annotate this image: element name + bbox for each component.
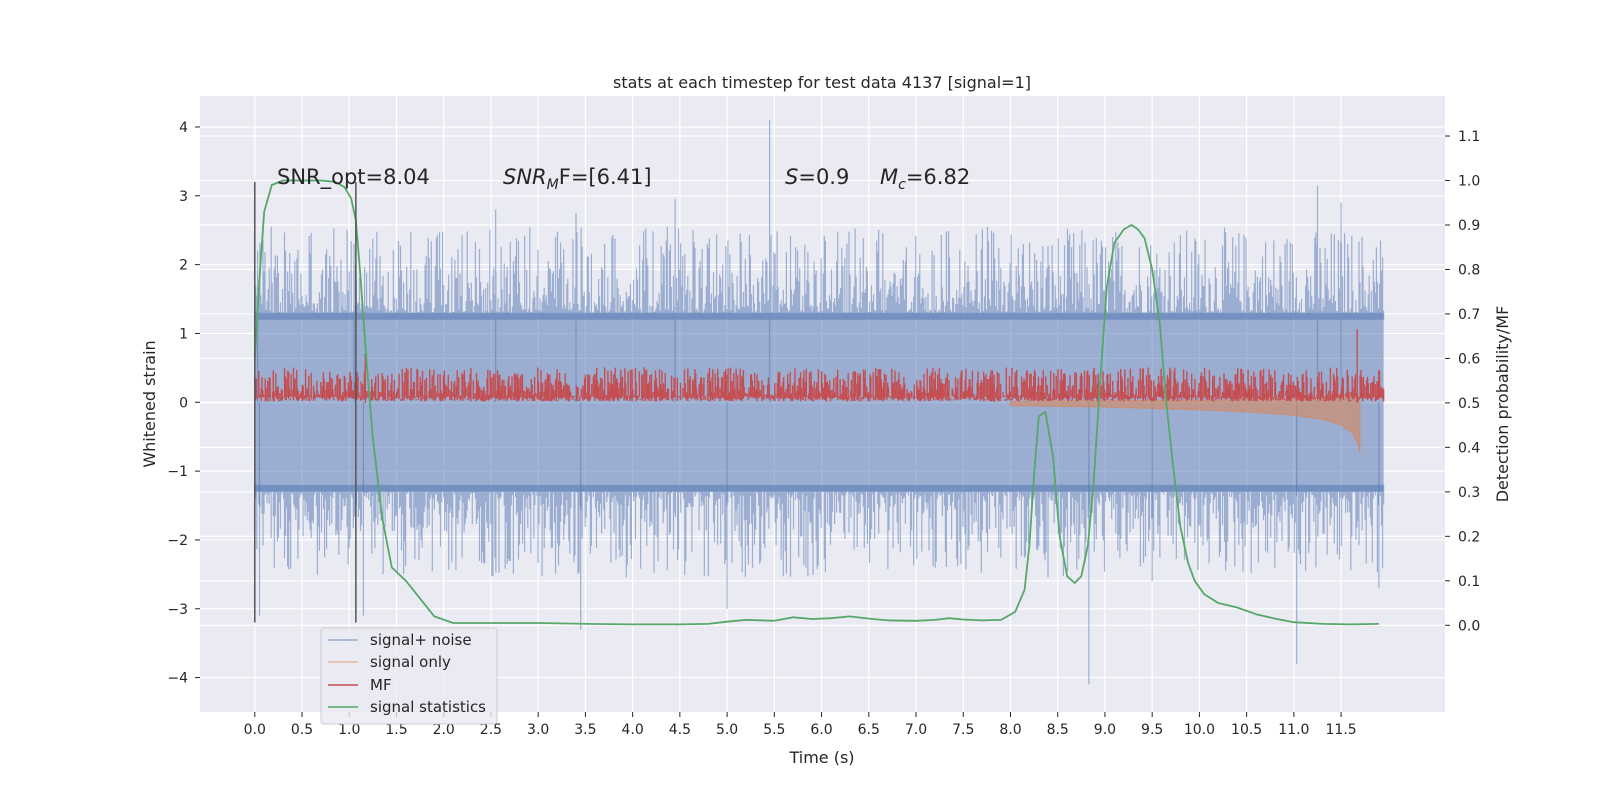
- y-left-tick-label: −2: [167, 533, 188, 549]
- y-right-tick-label: 0.1: [1458, 574, 1480, 590]
- annotation-mc: Mc=6.82: [880, 165, 970, 193]
- x-tick-label: 2.5: [480, 722, 502, 738]
- x-tick-label: 1.0: [338, 722, 360, 738]
- chart-title: stats at each timestep for test data 413…: [613, 73, 1031, 92]
- y-right-tick-label: 0.8: [1458, 262, 1480, 278]
- x-tick-label: 10.0: [1184, 722, 1215, 738]
- x-tick-label: 8.0: [999, 722, 1021, 738]
- y-axis-right-label: Detection probability/MF: [1493, 306, 1512, 503]
- legend: signal+ noise signal only MF signal stat…: [320, 627, 498, 725]
- y-left-tick-label: −4: [167, 671, 188, 687]
- y-left-tick-label: 1: [179, 326, 188, 342]
- x-tick-label: 7.0: [905, 722, 927, 738]
- legend-label-signal-noise: signal+ noise: [370, 631, 472, 649]
- y-left-tick-label: 0: [179, 395, 188, 411]
- x-tick-label: 0.0: [244, 722, 266, 738]
- y-left-tick-label: −3: [167, 602, 188, 618]
- x-tick-label: 4.5: [669, 722, 691, 738]
- annotation-s-suffix: =0.9: [798, 165, 849, 189]
- annotation-mc-suffix: =6.82: [906, 165, 970, 189]
- annotation-mc-prefix: M: [880, 165, 898, 189]
- annotation-mc-subscript: c: [898, 177, 906, 193]
- y-left-tick-label: −1: [167, 464, 188, 480]
- y-left-tick-label: 3: [179, 189, 188, 205]
- x-tick-label: 6.0: [810, 722, 832, 738]
- x-tick-label: 3.0: [527, 722, 549, 738]
- x-axis-label: Time (s): [788, 748, 854, 767]
- y-right-tick-label: 0.6: [1458, 351, 1480, 367]
- y-right-tick-label: 0.9: [1458, 218, 1480, 234]
- x-tick-label: 3.5: [574, 722, 596, 738]
- y-right-tick-label: 0.3: [1458, 485, 1480, 501]
- y-right-tick-label: 0.4: [1458, 440, 1480, 456]
- legend-label-signal-only: signal only: [370, 653, 451, 671]
- series-layer: [253, 120, 1385, 685]
- annotation-snr-mf-prefix: SNR: [503, 165, 547, 189]
- x-tick-label: 5.5: [763, 722, 785, 738]
- annotation-s: S=0.9: [785, 165, 849, 189]
- signal-statistics-line: [253, 179, 1379, 626]
- y-right-tick-label: 1.0: [1458, 174, 1480, 190]
- y-axis-left-label: Whitened strain: [140, 340, 159, 467]
- legend-label-signal-statistics: signal statistics: [370, 698, 486, 716]
- y-right-tick-label: 1.1: [1458, 129, 1480, 145]
- y-right-tick-label: 0.7: [1458, 307, 1480, 323]
- y-right-tick-label: 0.2: [1458, 529, 1480, 545]
- y-left-tick-label: 2: [179, 258, 188, 274]
- legend-box: [320, 627, 498, 725]
- x-tick-label: 11.0: [1278, 722, 1309, 738]
- x-tick-label: 6.5: [858, 722, 880, 738]
- y-right-tick-label: 0.5: [1458, 396, 1480, 412]
- legend-label-mf: MF: [370, 676, 392, 694]
- x-tick-label: 10.5: [1231, 722, 1262, 738]
- annotation-s-prefix: S: [785, 165, 798, 189]
- marks-layer: [254, 182, 357, 623]
- annotation-snr-opt: SNR_opt=8.04: [277, 165, 430, 190]
- signal-only-trace: [1010, 393, 1361, 454]
- annotation-snr-mf: SNRMF=[6.41]: [503, 165, 652, 193]
- x-tick-label: 1.5: [385, 722, 407, 738]
- y-right-tick-label: 0.0: [1458, 618, 1480, 634]
- y-left-tick-label: 4: [179, 120, 188, 136]
- x-tick-label: 9.0: [1094, 722, 1116, 738]
- x-tick-label: 4.0: [621, 722, 643, 738]
- annotation-snr-mf-subscript: M: [547, 177, 559, 193]
- annotation-snr-mf-suffix: F=[6.41]: [559, 165, 652, 189]
- x-tick-label: 7.5: [952, 722, 974, 738]
- x-tick-label: 11.5: [1326, 722, 1357, 738]
- x-tick-label: 5.0: [716, 722, 738, 738]
- x-tick-label: 9.5: [1141, 722, 1163, 738]
- x-tick-label: 8.5: [1047, 722, 1069, 738]
- x-tick-label: 0.5: [291, 722, 313, 738]
- x-tick-label: 2.0: [433, 722, 455, 738]
